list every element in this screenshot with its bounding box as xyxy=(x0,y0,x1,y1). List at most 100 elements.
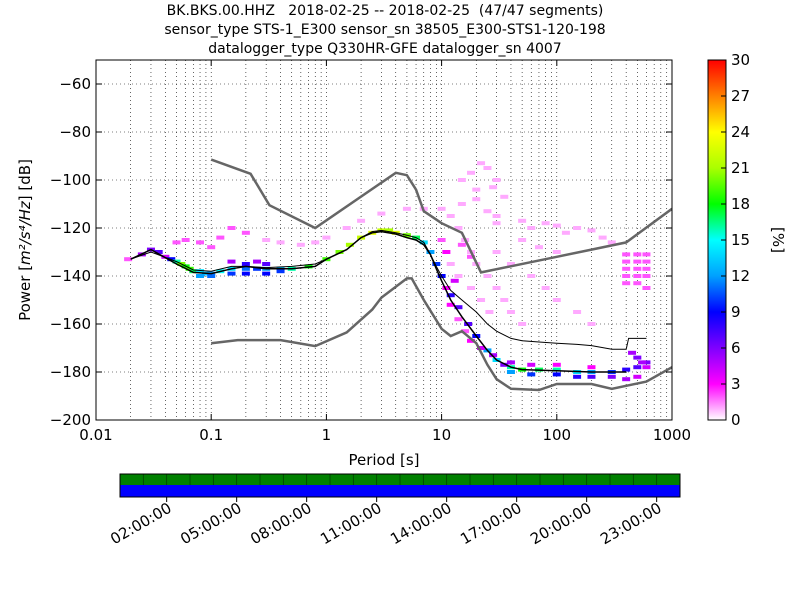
psd-cell xyxy=(227,271,236,276)
psd-cell xyxy=(342,226,351,230)
psd-cell xyxy=(124,257,133,262)
psd-cell xyxy=(506,370,515,374)
time-coverage-bar xyxy=(119,473,681,498)
psd-cell xyxy=(154,250,163,254)
psd-cell xyxy=(638,360,647,365)
psd-cell xyxy=(467,338,476,343)
psd-cell xyxy=(467,170,476,175)
psd-cell xyxy=(527,274,536,278)
psd-cell xyxy=(500,362,509,367)
title-line: sensor_type STS-1_E300 sensor_sn 38505_E… xyxy=(164,22,606,38)
psd-cell xyxy=(500,298,509,302)
psd-cell xyxy=(561,230,570,235)
psd-cell xyxy=(622,281,631,286)
psd-cell xyxy=(477,298,486,302)
psd-cell xyxy=(587,228,596,233)
psd-cell xyxy=(598,235,607,240)
psd-cell xyxy=(196,240,205,245)
psd-cell xyxy=(485,310,494,314)
x-tick-label: 1000 xyxy=(653,426,691,444)
psd-cell xyxy=(552,362,561,367)
time-axis-ticks: 02:00:00 05:00:00 08:00:00 11:00:00 14:00:00… xyxy=(107,497,665,548)
psd-cell xyxy=(607,240,616,245)
psd-cell xyxy=(457,202,466,206)
psd-cell xyxy=(454,317,463,322)
psd-cell xyxy=(450,278,459,283)
psd-cell xyxy=(442,286,451,290)
grid-lines xyxy=(96,60,672,420)
psd-cell xyxy=(483,209,492,214)
psd-cell xyxy=(527,372,536,377)
psd-cell xyxy=(442,250,451,254)
psd-heatmap xyxy=(124,161,651,382)
time-bar-frame xyxy=(119,473,681,498)
psd-cell xyxy=(385,228,394,233)
time-tick-label: 02:00:00 xyxy=(107,499,174,548)
y-tick-label: −120 xyxy=(50,219,91,237)
psd-cell xyxy=(241,230,250,235)
psd-cell xyxy=(633,266,642,271)
psd-cell xyxy=(446,302,455,307)
psd-cell xyxy=(492,221,501,226)
psd-cell xyxy=(241,271,250,276)
psd-cell xyxy=(161,254,170,259)
psd-cell xyxy=(622,259,631,264)
psd-cell xyxy=(253,266,262,271)
psd-cell xyxy=(227,259,236,264)
x-axis-ticks: 0.01 0.1 1 10 100 1000 xyxy=(79,60,691,444)
psd-cell xyxy=(172,240,181,245)
psd-cell xyxy=(642,360,651,365)
mode-curve xyxy=(130,230,627,373)
psd-cell xyxy=(552,298,561,302)
psd-cell xyxy=(276,269,285,274)
psd-cell xyxy=(446,214,455,218)
x-tick-label: 1 xyxy=(322,426,332,444)
psd-cell xyxy=(454,305,463,310)
psd-cell xyxy=(253,259,262,264)
colorbar-ticks: 0 3 6 9 12 15 18 21 24 27 30 xyxy=(721,51,750,429)
x-axis-label: Period [s] xyxy=(348,451,419,469)
colorbar-tick-label: 12 xyxy=(731,267,750,285)
psd-cell xyxy=(467,286,476,290)
psd-cell xyxy=(492,214,501,218)
psd-cell xyxy=(642,259,651,264)
psd-cell xyxy=(454,274,463,278)
psd-cell xyxy=(506,310,515,314)
psd-cell xyxy=(622,367,631,372)
psd-cell xyxy=(457,242,466,247)
psd-cell xyxy=(454,226,463,230)
psd-cell xyxy=(185,266,194,271)
psd-cell xyxy=(241,266,250,271)
psd-cell xyxy=(262,238,271,242)
psd-cell xyxy=(241,262,250,266)
psd-cell xyxy=(642,266,651,271)
psd-cell xyxy=(196,269,205,274)
psd-cell xyxy=(607,374,616,379)
psd-cell xyxy=(642,286,651,290)
psd-cell xyxy=(335,250,344,254)
y-tick-label: −80 xyxy=(59,123,91,141)
nhnm-curve xyxy=(210,158,672,274)
psd-cell xyxy=(296,242,305,247)
time-bar-bottom xyxy=(120,485,680,497)
psd-cell xyxy=(477,346,486,350)
psd-cell xyxy=(467,254,476,259)
mean-curve xyxy=(130,229,647,350)
psd-cell xyxy=(446,262,455,266)
psd-cell xyxy=(622,252,631,257)
y-tick-label: −160 xyxy=(50,315,91,333)
colorbar-tick-label: 0 xyxy=(731,411,741,429)
psd-cell xyxy=(437,206,446,211)
psd-cell xyxy=(345,242,354,247)
colorbar-tick-label: 27 xyxy=(731,87,750,105)
psd-cell xyxy=(402,206,411,211)
psd-cell xyxy=(196,274,205,278)
title-line: datalogger_type Q330HR-GFE datalogger_sn… xyxy=(208,41,562,57)
psd-cell xyxy=(262,271,271,276)
psd-cell xyxy=(227,226,236,230)
psd-cell xyxy=(322,235,331,240)
psd-cell xyxy=(642,365,651,370)
psd-cell xyxy=(489,353,498,358)
psd-cell xyxy=(311,240,320,245)
